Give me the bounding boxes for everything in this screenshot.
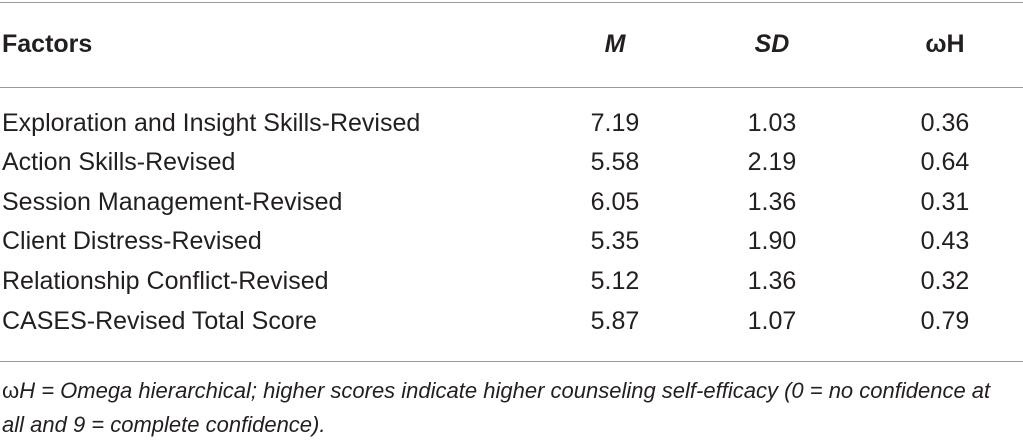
factor-cell: Action Skills-Revised — [2, 148, 236, 176]
table-header-rule — [0, 87, 1023, 88]
table-footnote: ωH = Omega hierarchical; higher scores i… — [2, 374, 1017, 442]
table-row: Action Skills-Revised 5.58 2.19 0.64 — [0, 142, 1023, 182]
header-factors: Factors — [2, 30, 93, 58]
table-row: Relationship Conflict-Revised 5.12 1.36 … — [0, 261, 1023, 301]
mean-cell: 7.19 — [590, 109, 640, 137]
mean-cell: 5.35 — [590, 227, 640, 255]
factor-cell: Client Distress-Revised — [2, 227, 262, 255]
sd-cell: 1.90 — [747, 227, 797, 255]
footnote-text: H = Omega hierarchical; higher scores in… — [2, 378, 991, 437]
table-row: CASES-Revised Total Score 5.87 1.07 0.79 — [0, 301, 1023, 341]
factor-cell: CASES-Revised Total Score — [2, 307, 317, 335]
table-bottom-rule — [0, 361, 1023, 362]
table-row: Exploration and Insight Skills-Revised 7… — [0, 103, 1023, 143]
omega-cell: 0.36 — [920, 109, 970, 137]
header-sd: SD — [754, 30, 790, 58]
footnote-omega-symbol: ω — [2, 378, 20, 403]
table-row: Session Management-Revised 6.05 1.36 0.3… — [0, 182, 1023, 222]
omega-cell: 0.32 — [920, 267, 970, 295]
factor-cell: Relationship Conflict-Revised — [2, 267, 329, 295]
omega-cell: 0.79 — [920, 307, 970, 335]
factor-cell: Session Management-Revised — [2, 188, 343, 216]
mean-cell: 5.12 — [590, 267, 640, 295]
header-omega: ωH — [925, 30, 965, 58]
table-row: Client Distress-Revised 5.35 1.90 0.43 — [0, 221, 1023, 261]
omega-cell: 0.64 — [920, 148, 970, 176]
sd-cell: 1.36 — [747, 267, 797, 295]
factor-cell: Exploration and Insight Skills-Revised — [2, 109, 421, 137]
sd-cell: 1.07 — [747, 307, 797, 335]
sd-cell: 2.19 — [747, 148, 797, 176]
mean-cell: 5.87 — [590, 307, 640, 335]
table-header-row: Factors M SD ωH — [0, 24, 1023, 64]
sd-cell: 1.36 — [747, 188, 797, 216]
mean-cell: 6.05 — [590, 188, 640, 216]
omega-cell: 0.43 — [920, 227, 970, 255]
mean-cell: 5.58 — [590, 148, 640, 176]
sd-cell: 1.03 — [747, 109, 797, 137]
table-top-rule — [0, 2, 1023, 3]
header-mean: M — [604, 30, 626, 58]
omega-cell: 0.31 — [920, 188, 970, 216]
